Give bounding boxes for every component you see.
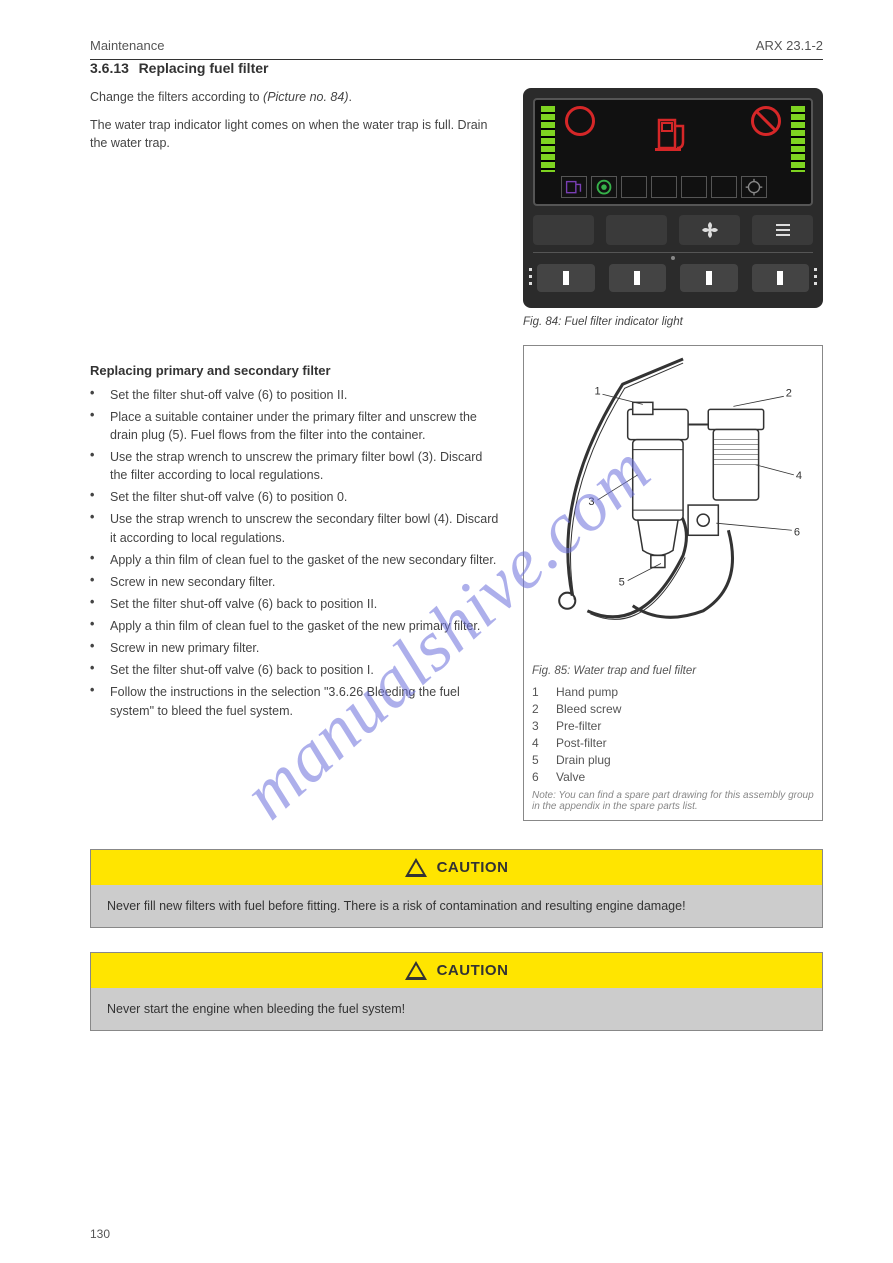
panel-screen bbox=[533, 98, 813, 206]
step-item: •Set the filter shut-off valve (6) to po… bbox=[90, 386, 501, 404]
step-item: •Screw in new secondary filter. bbox=[90, 573, 501, 591]
panel-cell bbox=[741, 176, 767, 198]
step-text: Set the filter shut-off valve (6) to pos… bbox=[110, 386, 501, 404]
fuel-filter-diagram: 1 2 3 4 5 6 bbox=[532, 354, 814, 656]
warning-triangle-icon bbox=[405, 961, 427, 980]
section-number: 3.6.13 bbox=[90, 60, 129, 76]
figure-2-frame: 1 2 3 4 5 6 Fig. 85: Water trap and fuel… bbox=[523, 345, 823, 821]
intro-paragraph-1: Change the filters according to (Picture… bbox=[90, 88, 501, 106]
control-panel-figure bbox=[523, 88, 823, 308]
caution-box-1: CAUTION Never fill new filters with fuel… bbox=[90, 849, 823, 928]
hardware-button[interactable] bbox=[752, 264, 810, 292]
callout-label: 2 bbox=[786, 387, 792, 399]
caution-label: CAUTION bbox=[437, 859, 509, 876]
soft-button-menu[interactable] bbox=[752, 215, 813, 245]
legend-item: 5Drain plug bbox=[532, 753, 814, 767]
panel-cell bbox=[651, 176, 677, 198]
step-item: •Apply a thin film of clean fuel to the … bbox=[90, 617, 501, 635]
step-item: •Apply a thin film of clean fuel to the … bbox=[90, 551, 501, 569]
callout-label: 1 bbox=[594, 385, 600, 397]
header-left: Maintenance bbox=[90, 38, 164, 53]
caution-header: CAUTION bbox=[91, 953, 822, 988]
hardware-button[interactable] bbox=[680, 264, 738, 292]
gauge-bar-right bbox=[791, 106, 805, 172]
header-right: ARX 23.1-2 bbox=[756, 38, 823, 53]
intro-1-suffix: . bbox=[349, 90, 352, 104]
fuel-pump-warning-icon bbox=[655, 114, 691, 154]
figure-2-caption: Fig. 85: Water trap and fuel filter bbox=[532, 665, 814, 677]
legend-item: 2Bleed screw bbox=[532, 702, 814, 716]
soft-button[interactable] bbox=[533, 215, 594, 245]
soft-button[interactable] bbox=[606, 215, 667, 245]
menu-icon bbox=[774, 223, 792, 237]
step-item: •Place a suitable container under the pr… bbox=[90, 408, 501, 444]
step-text: Use the strap wrench to unscrew the prim… bbox=[110, 448, 501, 484]
callout-label: 4 bbox=[796, 470, 802, 482]
legend-item: 1Hand pump bbox=[532, 685, 814, 699]
step-text: Set the filter shut-off valve (6) back t… bbox=[110, 595, 501, 613]
gauge-bar-left bbox=[541, 106, 555, 172]
section-title: Replacing fuel filter bbox=[139, 60, 269, 76]
step-item: •Screw in new primary filter. bbox=[90, 639, 501, 657]
callout-label: 6 bbox=[794, 526, 800, 538]
caution-body: Never start the engine when bleeding the… bbox=[91, 988, 822, 1030]
warning-circle-right-icon bbox=[751, 106, 781, 136]
panel-cell bbox=[711, 176, 737, 198]
page-number: 130 bbox=[90, 1227, 110, 1241]
subheading-replace-filter: Replacing primary and secondary filter bbox=[90, 363, 501, 378]
panel-cell bbox=[681, 176, 707, 198]
caution-box-2: CAUTION Never start the engine when blee… bbox=[90, 952, 823, 1031]
step-item: •Set the filter shut-off valve (6) to po… bbox=[90, 488, 501, 506]
section-heading: 3.6.13 Replacing fuel filter bbox=[90, 60, 823, 76]
step-text: Place a suitable container under the pri… bbox=[110, 408, 501, 444]
step-text: Set the filter shut-off valve (6) to pos… bbox=[110, 488, 501, 506]
hardware-button[interactable] bbox=[537, 264, 595, 292]
step-item: •Use the strap wrench to unscrew the pri… bbox=[90, 448, 501, 484]
step-item: •Set the filter shut-off valve (6) back … bbox=[90, 661, 501, 679]
intro-1-prefix: Change the filters according to bbox=[90, 90, 263, 104]
legend-item: 3Pre-filter bbox=[532, 719, 814, 733]
caution-label: CAUTION bbox=[437, 962, 509, 979]
intro-paragraph-2: The water trap indicator light comes on … bbox=[90, 116, 501, 152]
panel-cell bbox=[621, 176, 647, 198]
callout-label: 5 bbox=[619, 576, 625, 588]
step-text: Screw in new primary filter. bbox=[110, 639, 501, 657]
warning-circle-left-icon bbox=[565, 106, 595, 136]
step-item: •Follow the instructions in the selectio… bbox=[90, 683, 501, 719]
panel-cell bbox=[591, 176, 617, 198]
page-header: Maintenance ARX 23.1-2 bbox=[90, 38, 823, 60]
panel-divider bbox=[533, 252, 813, 253]
step-text: Apply a thin film of clean fuel to the g… bbox=[110, 617, 501, 635]
step-text: Screw in new secondary filter. bbox=[110, 573, 501, 591]
step-text: Set the filter shut-off valve (6) back t… bbox=[110, 661, 501, 679]
fan-icon bbox=[701, 221, 719, 239]
panel-cell bbox=[561, 176, 587, 198]
callout-label: 3 bbox=[588, 496, 594, 508]
warning-triangle-icon bbox=[405, 858, 427, 877]
step-text: Follow the instructions in the selection… bbox=[110, 683, 501, 719]
step-item: •Use the strap wrench to unscrew the sec… bbox=[90, 510, 501, 546]
figure-2-note: Note: You can find a spare part drawing … bbox=[532, 790, 814, 812]
caution-body: Never fill new filters with fuel before … bbox=[91, 885, 822, 927]
hardware-button[interactable] bbox=[609, 264, 667, 292]
legend-item: 6Valve bbox=[532, 770, 814, 784]
caution-header: CAUTION bbox=[91, 850, 822, 885]
panel-led-icon bbox=[671, 256, 675, 260]
soft-button-fan[interactable] bbox=[679, 215, 740, 245]
step-text: Use the strap wrench to unscrew the seco… bbox=[110, 510, 501, 546]
step-text: Apply a thin film of clean fuel to the g… bbox=[110, 551, 501, 569]
legend-item: 4Post-filter bbox=[532, 736, 814, 750]
intro-1-italic: (Picture no. 84) bbox=[263, 90, 348, 104]
step-item: •Set the filter shut-off valve (6) back … bbox=[90, 595, 501, 613]
figure-1-caption: Fig. 84: Fuel filter indicator light bbox=[523, 314, 823, 331]
